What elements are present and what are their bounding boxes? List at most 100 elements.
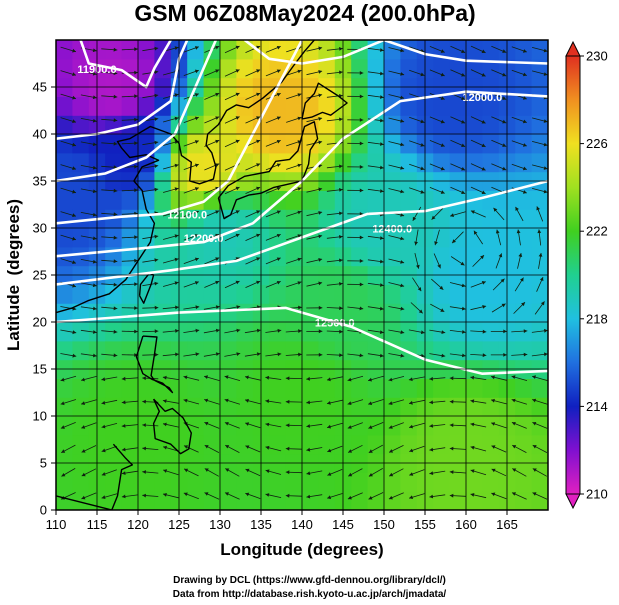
field-cell <box>187 378 205 398</box>
field-cell <box>302 40 319 60</box>
colorbar-min-arrow <box>565 493 581 510</box>
field-cell <box>285 246 303 267</box>
streamline-arrow <box>245 233 261 241</box>
streamline-arrow <box>326 399 343 405</box>
field-cell <box>531 246 548 267</box>
field-cell <box>236 284 254 304</box>
field-cell <box>449 115 467 135</box>
field-cell <box>466 228 483 248</box>
streamline-arrow <box>142 493 159 498</box>
streamline-arrow <box>245 468 261 477</box>
streamline-arrow <box>225 468 240 477</box>
field-cell <box>138 96 155 116</box>
streamline-arrow <box>183 69 199 76</box>
streamline-arrow <box>183 492 199 500</box>
streamline-arrow <box>433 253 441 269</box>
streamline-arrow <box>388 235 405 241</box>
field-cell <box>269 340 287 361</box>
streamline-arrow <box>244 328 261 334</box>
field-cell <box>433 322 451 342</box>
field-cell <box>269 472 287 492</box>
field-cell <box>384 246 401 267</box>
chart-title: GSM 06Z08May2024 (200.0hPa) <box>134 0 475 26</box>
field-cell <box>121 303 139 323</box>
streamline-arrow <box>265 140 281 147</box>
field-cell <box>236 115 254 135</box>
field-cell <box>449 340 467 361</box>
streamline-arrow <box>388 445 404 453</box>
streamline-arrow <box>306 93 323 99</box>
y-tick-label: 35 <box>33 174 47 189</box>
field-cell <box>187 246 205 267</box>
field-cell <box>285 340 303 361</box>
field-cell <box>351 397 369 417</box>
streamline-arrow <box>490 329 507 334</box>
streamline-arrow <box>409 445 425 453</box>
field-cell <box>285 115 303 135</box>
field-cell <box>105 284 123 304</box>
field-cell <box>56 322 73 342</box>
field-cell <box>515 303 533 323</box>
field-cell <box>482 246 500 267</box>
field-cell <box>449 246 467 267</box>
field-cell <box>236 322 254 342</box>
streamline-arrow <box>306 305 323 310</box>
field-cell <box>384 303 401 323</box>
field-cell <box>318 246 336 267</box>
field-cell <box>105 378 123 398</box>
field-cell <box>56 472 73 492</box>
field-cell <box>433 115 451 135</box>
streamline-arrow <box>306 423 323 428</box>
field-cell <box>515 472 533 492</box>
streamline-arrow <box>162 445 179 452</box>
field-cell <box>285 434 303 455</box>
streamline-arrow <box>81 492 97 500</box>
field-cell <box>531 340 548 361</box>
streamline-arrow <box>80 188 97 194</box>
streamline-arrow <box>470 422 487 428</box>
field-cell <box>449 397 467 417</box>
streamline-arrow <box>326 117 343 122</box>
streamline-arrow <box>183 210 199 217</box>
field-cell <box>138 416 155 436</box>
streamline-arrow <box>245 92 261 100</box>
field-cell <box>138 284 155 304</box>
field-cell <box>187 416 205 436</box>
streamline-arrow <box>470 353 487 358</box>
contour-label: 12100.0 <box>167 210 207 222</box>
streamline-arrow <box>265 46 281 53</box>
field-cell <box>203 58 221 79</box>
streamline-arrow <box>101 445 118 453</box>
streamline-arrow <box>388 164 405 170</box>
streamline-arrow <box>204 421 220 429</box>
streamline-arrow <box>101 259 118 264</box>
streamline-arrow <box>367 165 384 170</box>
streamline-arrow <box>410 302 423 314</box>
field-cell <box>449 58 467 79</box>
streamline-arrow <box>245 116 261 124</box>
streamline-arrow <box>244 375 261 381</box>
streamline-arrow <box>245 492 261 499</box>
field-cell <box>433 434 451 455</box>
field-cell <box>121 96 139 116</box>
field-cell <box>72 246 90 267</box>
streamline-arrow <box>347 94 364 99</box>
field-cell <box>56 58 73 79</box>
field-cell <box>482 152 500 173</box>
streamline-arrow <box>306 187 323 193</box>
field-cell <box>138 190 155 210</box>
field-cell <box>531 303 548 323</box>
streamline-arrow <box>388 376 405 382</box>
streamline-arrow <box>101 306 118 311</box>
field-cell <box>138 472 155 492</box>
field-cell <box>318 472 336 492</box>
streamline-arrow <box>60 140 77 147</box>
field-cell <box>302 472 319 492</box>
streamline-arrow <box>368 492 384 500</box>
streamline-arrow <box>60 329 77 335</box>
field-cell <box>531 434 548 455</box>
field-cell <box>269 378 287 398</box>
streamline-arrow <box>121 47 138 52</box>
field-cell <box>466 340 483 361</box>
field-cell <box>482 209 500 229</box>
